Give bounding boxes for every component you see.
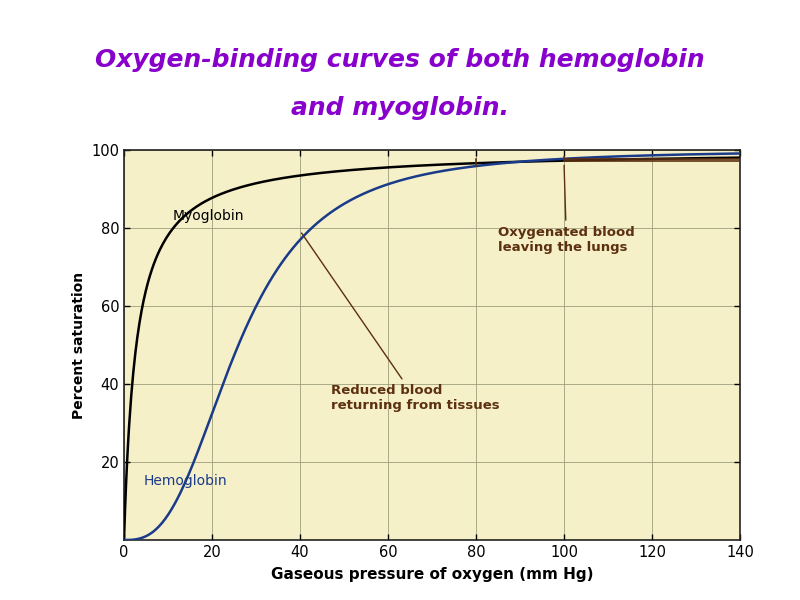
Text: and myoglobin.: and myoglobin. bbox=[291, 96, 509, 120]
Text: Hemoglobin: Hemoglobin bbox=[144, 475, 227, 488]
Text: Oxygen-binding curves of both hemoglobin: Oxygen-binding curves of both hemoglobin bbox=[95, 48, 705, 72]
Text: Oxygenated blood
leaving the lungs: Oxygenated blood leaving the lungs bbox=[498, 165, 634, 254]
Y-axis label: Percent saturation: Percent saturation bbox=[71, 271, 86, 419]
Text: Reduced blood
returning from tissues: Reduced blood returning from tissues bbox=[302, 233, 499, 412]
X-axis label: Gaseous pressure of oxygen (mm Hg): Gaseous pressure of oxygen (mm Hg) bbox=[270, 567, 594, 582]
Text: Myoglobin: Myoglobin bbox=[172, 209, 244, 223]
